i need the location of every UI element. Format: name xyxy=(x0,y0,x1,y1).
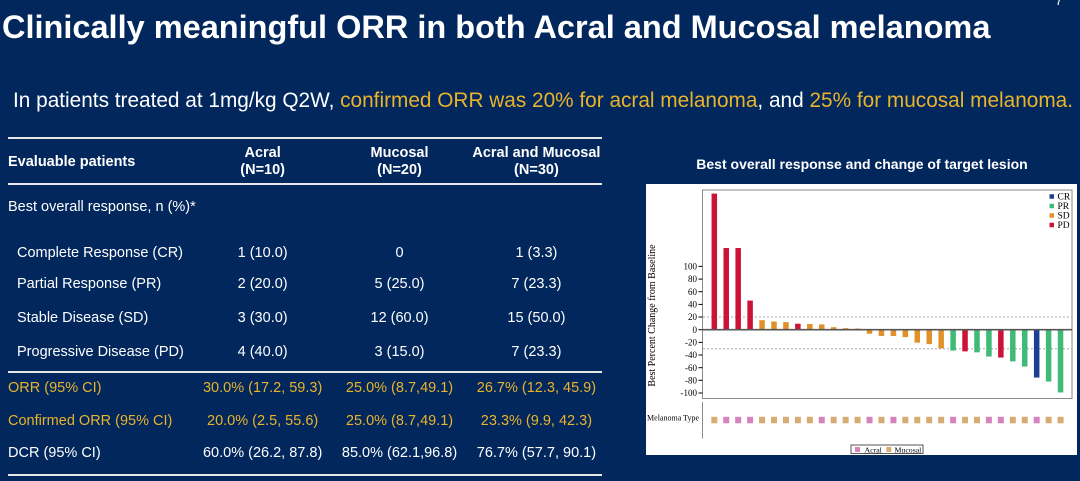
svg-text:Best Percent Change from Basel: Best Percent Change from Baseline xyxy=(647,244,658,387)
svg-text:40: 40 xyxy=(688,300,698,310)
svg-text:0: 0 xyxy=(693,325,698,335)
svg-text:20: 20 xyxy=(688,312,698,322)
svg-text:-100: -100 xyxy=(681,388,698,398)
svg-text:CR: CR xyxy=(1058,193,1071,203)
svg-text:Melanoma Type: Melanoma Type xyxy=(647,414,699,423)
svg-text:60: 60 xyxy=(688,287,698,297)
svg-text:SD: SD xyxy=(1058,212,1070,222)
svg-text:PR: PR xyxy=(1058,202,1070,212)
svg-text:Mucosal: Mucosal xyxy=(895,446,923,455)
svg-text:Acral: Acral xyxy=(865,446,883,455)
svg-text:100: 100 xyxy=(684,262,698,272)
svg-text:-80: -80 xyxy=(685,375,697,385)
svg-text:80: 80 xyxy=(688,274,698,284)
svg-text:-60: -60 xyxy=(685,363,697,373)
svg-text:PD: PD xyxy=(1058,221,1070,231)
svg-text:-40: -40 xyxy=(685,350,697,360)
svg-text:-20: -20 xyxy=(685,338,697,348)
